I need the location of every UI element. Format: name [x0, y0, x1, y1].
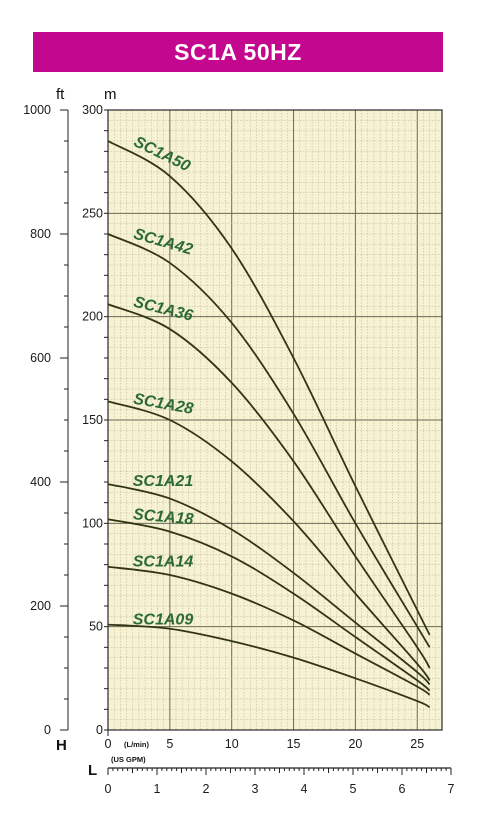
- m-tick-label: 200: [82, 310, 103, 324]
- lmin-tick-label: 10: [225, 737, 239, 751]
- m-tick-label: 50: [89, 620, 103, 634]
- series-label-sc1a09: SC1A09: [133, 612, 194, 629]
- series-label-sc1a21: SC1A21: [133, 473, 194, 490]
- chart-title: SC1A 50HZ: [33, 32, 443, 72]
- y-unit-m: m: [104, 86, 117, 103]
- curve-sc1a09: [107, 623, 431, 709]
- usgpm-tick-label: 7: [448, 782, 455, 796]
- x-unit-usgpm: (US GPM): [111, 755, 146, 764]
- ft-tick-label: 800: [30, 227, 51, 241]
- y-unit-ft: ft: [56, 86, 65, 103]
- axis-letter-h: H: [56, 737, 67, 754]
- x-unit-lmin: (L/min): [124, 740, 149, 749]
- curve-sc1a42: [107, 233, 431, 648]
- m-tick-label: 250: [82, 206, 103, 220]
- usgpm-tick-label: 2: [203, 782, 210, 796]
- usgpm-tick-label: 4: [301, 782, 308, 796]
- m-tick-label: 300: [82, 103, 103, 117]
- m-tick-label: 150: [82, 413, 103, 427]
- usgpm-tick-label: 3: [252, 782, 259, 796]
- curve-sc1a28: [107, 400, 431, 681]
- m-tick-label: 0: [96, 723, 103, 737]
- lmin-tick-label: 15: [287, 737, 301, 751]
- ft-tick-label: 600: [30, 351, 51, 365]
- series-label-sc1a14: SC1A14: [133, 554, 194, 571]
- usgpm-tick-label: 0: [105, 782, 112, 796]
- curve-sc1a14: [107, 565, 431, 696]
- lmin-tick-label: 20: [348, 737, 362, 751]
- usgpm-tick-label: 5: [350, 782, 357, 796]
- series-label-sc1a18: SC1A18: [132, 506, 194, 528]
- lmin-tick-label: 0: [105, 737, 112, 751]
- curve-sc1a36: [107, 303, 431, 669]
- curve-sc1a21: [107, 483, 431, 686]
- usgpm-tick-label: 1: [154, 782, 161, 796]
- lmin-tick-label: 5: [166, 737, 173, 751]
- ft-tick-label: 0: [44, 723, 51, 737]
- ft-tick-label: 200: [30, 599, 51, 613]
- series-curves: [107, 140, 431, 709]
- m-tick-label: 100: [82, 516, 103, 530]
- curve-sc1a18: [107, 518, 431, 692]
- lmin-tick-label: 25: [410, 737, 424, 751]
- ft-tick-label: 1000: [23, 103, 51, 117]
- axis-letter-l: L: [88, 762, 97, 779]
- ft-tick-label: 400: [30, 475, 51, 489]
- usgpm-tick-label: 6: [399, 782, 406, 796]
- curve-sc1a50: [107, 140, 431, 636]
